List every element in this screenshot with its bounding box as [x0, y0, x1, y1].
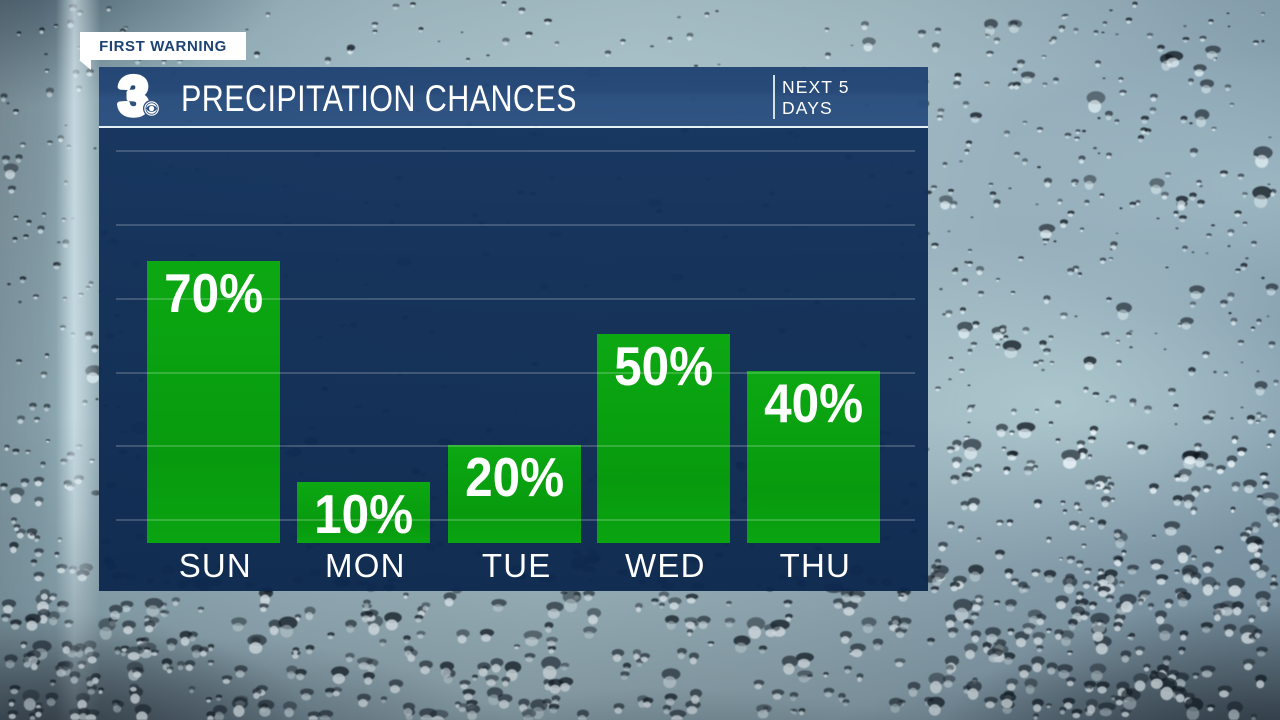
svg-text:3: 3 — [119, 68, 149, 127]
